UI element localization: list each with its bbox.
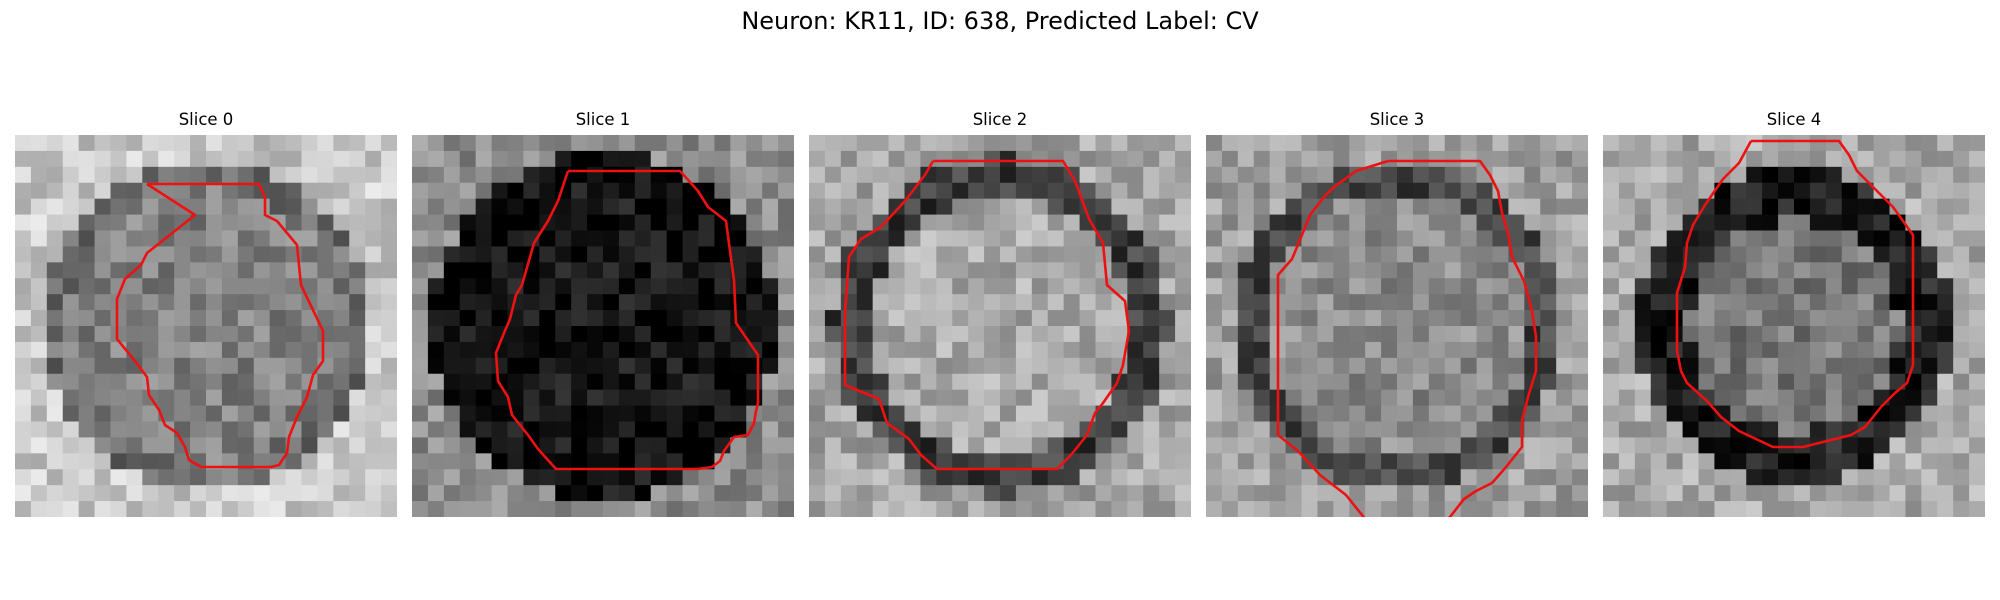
segmentation-outline	[1276, 159, 1538, 517]
slice-panel: Slice 0	[15, 109, 397, 517]
pixel-grid	[1603, 135, 1985, 517]
slice-2-svg	[809, 135, 1191, 517]
slice-title: Slice 3	[1369, 110, 1425, 129]
pixel-grid	[15, 135, 397, 517]
slice-image	[1603, 135, 1985, 517]
slice-title: Slice 4	[1766, 110, 1822, 129]
segmentation-outline	[843, 159, 1131, 471]
slice-title: Slice 0	[178, 110, 234, 129]
segmentation-outline	[494, 169, 760, 471]
pixel-grid	[809, 135, 1191, 517]
slice-0-svg	[15, 135, 397, 517]
segmentation-outline	[115, 182, 325, 469]
slice-panel: Slice 3	[1206, 109, 1588, 517]
slice-image	[1206, 135, 1588, 517]
pixel-grid	[412, 135, 794, 517]
figure-title: Neuron: KR11, ID: 638, Predicted Label: …	[741, 7, 1259, 35]
slice-image	[15, 135, 397, 517]
slice-title: Slice 2	[972, 110, 1028, 129]
slice-panel: Slice 2	[809, 109, 1191, 517]
slice-image	[412, 135, 794, 517]
slice-3-svg	[1206, 135, 1588, 517]
slice-1-svg	[412, 135, 794, 517]
segmentation-outline	[1675, 139, 1915, 449]
slice-panel: Slice 1	[412, 109, 794, 517]
slice-title: Slice 1	[575, 110, 631, 129]
slice-image	[809, 135, 1191, 517]
slice-4-svg	[1603, 135, 1985, 517]
slice-panel: Slice 4	[1603, 109, 1985, 517]
pixel-grid	[1206, 135, 1588, 517]
